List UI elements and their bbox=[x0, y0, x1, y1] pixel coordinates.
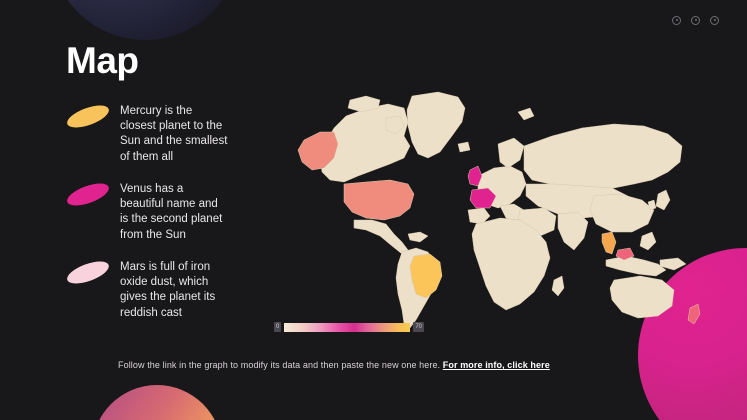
caption: Follow the link in the graph to modify i… bbox=[118, 360, 550, 370]
legend-gradient-bar bbox=[284, 322, 411, 332]
map-region-brazil[interactable] bbox=[409, 253, 443, 299]
slide-dots-indicator bbox=[672, 16, 719, 25]
map-region-alaska[interactable] bbox=[297, 131, 339, 171]
map-region-iceland[interactable] bbox=[457, 141, 471, 153]
bullet-list: Mercury is the closest planet to the Sun… bbox=[64, 100, 251, 338]
map-region-united-states[interactable] bbox=[343, 179, 415, 221]
map-region-caribbean[interactable] bbox=[407, 231, 429, 243]
caption-text: Follow the link in the graph to modify i… bbox=[118, 360, 443, 370]
map-region-malaysia[interactable] bbox=[615, 247, 635, 261]
map-region-baffin[interactable] bbox=[385, 115, 405, 135]
list-item-text: Mercury is the closest planet to the Sun… bbox=[120, 105, 228, 163]
legend-max-label: 70 bbox=[413, 322, 425, 332]
map-region-china[interactable] bbox=[589, 193, 655, 233]
decor-blob-bottom-left bbox=[92, 385, 222, 420]
map-region-australia[interactable] bbox=[609, 275, 675, 319]
map-region-indonesia[interactable] bbox=[605, 255, 667, 277]
list-item-text: Venus has a beautiful name and is the se… bbox=[120, 183, 223, 241]
map-region-united-kingdom[interactable] bbox=[467, 165, 483, 187]
ellipse-bullet-icon bbox=[64, 178, 112, 211]
map-region-india[interactable] bbox=[557, 211, 589, 251]
map-region-new-guinea[interactable] bbox=[659, 257, 687, 271]
legend-min-label: 0 bbox=[274, 322, 282, 332]
map-region-korea-peninsula[interactable] bbox=[647, 199, 657, 211]
map-region-new-zealand[interactable] bbox=[687, 303, 701, 325]
map-region-madagascar[interactable] bbox=[551, 275, 565, 297]
ellipse-bullet-icon bbox=[64, 256, 112, 289]
circle-dot-icon-1 bbox=[672, 16, 681, 25]
map-region-iberia[interactable] bbox=[467, 207, 491, 225]
map-region-africa[interactable] bbox=[471, 217, 551, 311]
world-map[interactable] bbox=[262, 84, 740, 334]
page-title: Map bbox=[66, 40, 139, 81]
world-map-svg[interactable] bbox=[262, 84, 740, 334]
ellipse-bullet-icon bbox=[64, 100, 112, 133]
map-region-france[interactable] bbox=[469, 187, 497, 209]
map-region-philippines[interactable] bbox=[639, 231, 657, 251]
map-region-japan[interactable] bbox=[655, 189, 671, 211]
map-color-legend: 0 70 bbox=[274, 322, 425, 332]
map-region-mexico[interactable] bbox=[353, 219, 409, 255]
more-info-link[interactable]: For more info, click here bbox=[442, 360, 550, 370]
list-item: Mercury is the closest planet to the Sun… bbox=[64, 100, 251, 166]
map-region-svalbard[interactable] bbox=[517, 107, 535, 121]
circle-dot-icon-2 bbox=[691, 16, 700, 25]
decor-blob-top-left bbox=[50, 0, 240, 40]
list-item-text: Mars is full of iron oxide dust, which g… bbox=[120, 261, 216, 319]
map-region-russia-asia[interactable] bbox=[523, 123, 683, 189]
map-region-scandinavia[interactable] bbox=[497, 137, 525, 169]
list-item: Mars is full of iron oxide dust, which g… bbox=[64, 256, 251, 322]
map-region-greenland[interactable] bbox=[406, 91, 466, 159]
list-item: Venus has a beautiful name and is the se… bbox=[64, 178, 251, 244]
map-region-arctic-islands[interactable] bbox=[347, 95, 381, 113]
circle-dot-icon-3 bbox=[710, 16, 719, 25]
map-region-thailand[interactable] bbox=[601, 231, 617, 255]
